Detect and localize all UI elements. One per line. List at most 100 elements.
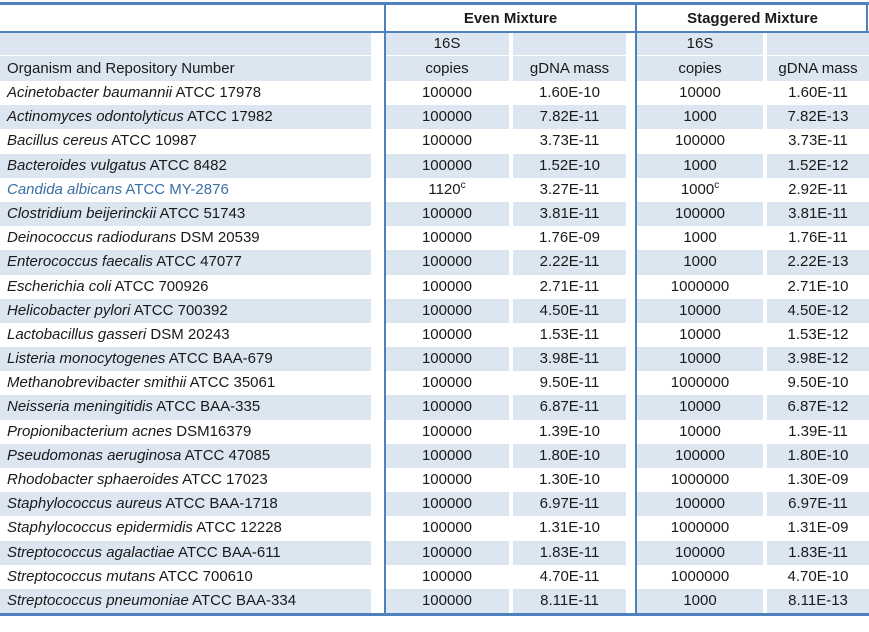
organism-name: Rhodobacter sphaeroides <box>7 471 179 488</box>
even-16s-copies-cell: 100000 <box>385 250 513 275</box>
staggered-gdna-mass-cell: 1.83E-11 <box>767 540 869 565</box>
staggered-16s-copies-cell: 1000 <box>637 250 767 275</box>
table-row: Bacillus cereus ATCC 10987 100000 3.73E-11… <box>0 129 869 154</box>
table-row: Acinetobacter baumannii ATCC 17978 100000… <box>0 81 869 106</box>
table-body: Acinetobacter baumannii ATCC 17978 100000… <box>0 81 869 614</box>
organism-name: Deinococcus radiodurans <box>7 229 177 247</box>
staggered-16s-copies-cell: 1000 <box>637 588 767 614</box>
even-16s-copies-cell: 100000 <box>385 322 513 348</box>
even-16s-copies-cell: 100000 <box>385 81 513 106</box>
staggered-16s-copies-cell: 1000000 <box>637 371 767 396</box>
table-row: Candida albicans ATCC MY-2876 1120c 3.27E-… <box>0 177 869 202</box>
organism-cell: Propionibacterium acnes DSM16379 <box>0 419 385 444</box>
staggered-gdna-mass-cell: 9.50E-10 <box>787 374 849 392</box>
table-row: Staphylococcus epidermidis ATCC 12228 100… <box>0 516 869 541</box>
organism-cell: Streptococcus pneumoniae ATCC BAA-334 <box>0 588 385 614</box>
organism-cell: Acinetobacter baumannii ATCC 17978 <box>0 81 385 106</box>
even-16s-copies-cell: 100000 <box>385 129 513 154</box>
staggered-16s-copies-cell: 100000 <box>637 492 767 517</box>
table-row: Escherichia coli ATCC 700926 100000 2.71E-… <box>0 274 869 299</box>
footnote-marker: c <box>460 179 466 191</box>
even-gdna-mass-cell: 7.82E-11 <box>513 105 637 130</box>
organism-name: Helicobacter pylori <box>7 301 131 319</box>
col-header-staggered-copies: copies <box>637 56 767 81</box>
staggered-16s-copies-cell: 100000 <box>637 201 767 227</box>
even-16s-copies-cell: 100000 <box>385 395 513 420</box>
table-row: Actinomyces odontolyticus ATCC 17982 1000… <box>0 105 869 130</box>
subheader-organism-empty <box>0 33 385 55</box>
staggered-gdna-mass-cell: 2.71E-10 <box>787 277 849 295</box>
even-gdna-mass-cell: 6.97E-11 <box>513 492 637 517</box>
staggered-gdna-mass-cell: 6.97E-11 <box>767 492 869 517</box>
organism-name: Methanobrevibacter smithii <box>7 374 187 392</box>
table-row: Methanobrevibacter smithii ATCC 35061 100… <box>0 371 869 396</box>
organism-cell: Staphylococcus epidermidis ATCC 12228 <box>0 516 385 541</box>
organism-name: Bacteroides vulgatus <box>7 156 147 174</box>
even-16s-copies-cell: 100000 <box>385 443 513 468</box>
even-16s-copies-cell: 100000 <box>385 588 513 614</box>
organism-name: Streptococcus mutans <box>7 567 156 585</box>
group-header-organism-spacer <box>0 5 385 31</box>
staggered-gdna-mass-cell: 3.98E-12 <box>767 347 869 372</box>
divider-organism-even <box>384 5 386 614</box>
even-16s-copies-cell: 100000 <box>385 274 513 299</box>
table-row: Bacteroides vulgatus ATCC 8482 100000 1.52… <box>0 153 869 178</box>
even-gdna-mass-cell: 8.11E-11 <box>513 588 637 614</box>
organism-name: Neisseria meningitidis <box>7 398 153 416</box>
organism-name: Streptococcus pneumoniae <box>7 591 189 609</box>
staggered-16s-copies-cell: 100000 <box>637 540 767 565</box>
even-16s-copies-cell: 100000 <box>385 468 513 493</box>
staggered-gdna-mass-cell: 6.87E-12 <box>767 395 869 420</box>
organism-cell: Actinomyces odontolyticus ATCC 17982 <box>0 105 385 130</box>
organism-cell: Bacillus cereus ATCC 10987 <box>0 129 385 154</box>
staggered-gdna-mass-cell: 4.70E-10 <box>787 567 849 585</box>
subheader-even-empty <box>513 33 637 55</box>
organism-name: Bacillus cereus <box>7 132 108 150</box>
even-gdna-mass-cell: 1.31E-10 <box>513 516 637 541</box>
even-16s-copies-cell: 100000 <box>385 371 513 396</box>
staggered-16s-copies-cell: 10000 <box>637 419 767 444</box>
even-gdna-mass-cell: 1.30E-10 <box>513 468 637 493</box>
staggered-gdna-mass-cell: 3.81E-11 <box>767 201 869 227</box>
even-gdna-mass-cell: 3.73E-11 <box>513 129 637 154</box>
staggered-gdna-mass-cell: 7.82E-13 <box>767 105 869 130</box>
staggered-16s-copies-cell: 100000 <box>637 443 767 468</box>
organism-cell: Methanobrevibacter smithii ATCC 35061 <box>0 371 385 396</box>
organism-name: Acinetobacter baumannii <box>7 84 173 101</box>
even-gdna-mass-cell: 4.50E-11 <box>513 298 637 323</box>
staggered-16s-copies-cell: 10000 <box>637 322 767 348</box>
staggered-16s-copies-cell: 1000 <box>637 105 767 130</box>
table-row: Streptococcus agalactiae ATCC BAA-611 100… <box>0 540 869 565</box>
even-gdna-mass-cell: 1.52E-10 <box>513 153 637 178</box>
table-row: Propionibacterium acnes DSM16379 100000 1.… <box>0 419 869 444</box>
staggered-16s-copies-cell: 10000 <box>637 395 767 420</box>
organism-name: Streptococcus agalactiae <box>7 543 175 561</box>
even-16s-copies-cell: 100000 <box>385 226 513 251</box>
even-gdna-mass-cell: 1.60E-10 <box>513 81 637 106</box>
even-gdna-mass-cell: 1.39E-10 <box>513 419 637 444</box>
staggered-gdna-mass-cell: 1.80E-10 <box>767 443 869 468</box>
organism-cell: Lactobacillus gasseri DSM 20243 <box>0 322 385 348</box>
even-16s-copies-cell: 100000 <box>385 540 513 565</box>
col-header-organism: Organism and Repository Number <box>0 56 385 81</box>
group-header-staggered-mixture: Staggered Mixture <box>687 10 818 27</box>
organism-name: Lactobacillus gasseri <box>7 325 147 343</box>
col-header-even-copies: copies <box>385 56 513 81</box>
even-gdna-mass-cell: 3.81E-11 <box>513 201 637 227</box>
subheader-even-16s: 16S <box>385 33 513 55</box>
table-row: Pseudomonas aeruginosa ATCC 47085 100000 1… <box>0 443 869 468</box>
column-header-row: Organism and Repository Number copies gD… <box>0 56 869 81</box>
even-16s-copies-cell: 100000 <box>385 564 513 589</box>
staggered-16s-copies-cell: 1000000 <box>637 516 767 541</box>
even-16s-copies-cell: 100000 <box>385 105 513 130</box>
organism-name: Propionibacterium acnes <box>7 422 173 440</box>
organism-name: Staphylococcus aureus <box>7 495 163 513</box>
staggered-16s-copies-cell: 10000 <box>637 81 767 106</box>
even-16s-copies-cell: 100000 <box>385 492 513 517</box>
staggered-gdna-mass-cell: 1.76E-11 <box>788 229 848 247</box>
staggered-gdna-mass-cell: 2.22E-13 <box>767 250 869 275</box>
staggered-gdna-mass-cell: 1.60E-11 <box>788 84 848 101</box>
organism-name: Listeria monocytogenes <box>7 350 166 368</box>
table-row: Neisseria meningitidis ATCC BAA-335 10000… <box>0 395 869 420</box>
even-16s-copies-cell: 1120c <box>385 177 513 202</box>
